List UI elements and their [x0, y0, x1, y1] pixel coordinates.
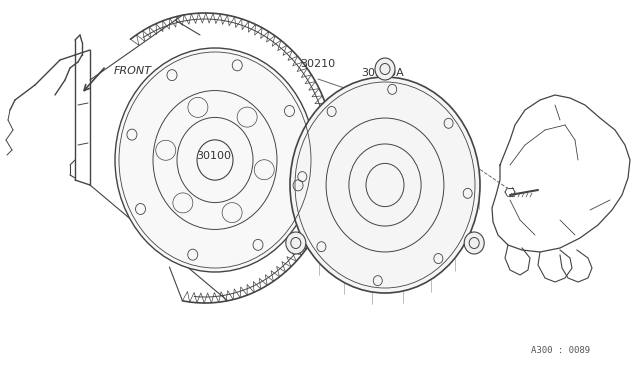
Text: 30210: 30210 — [300, 59, 335, 69]
Text: 30100: 30100 — [196, 151, 232, 161]
Ellipse shape — [464, 232, 484, 254]
Ellipse shape — [115, 48, 315, 272]
Ellipse shape — [286, 232, 306, 254]
Text: A300 : 0089: A300 : 0089 — [531, 346, 590, 355]
Text: FRONT: FRONT — [114, 66, 152, 76]
Ellipse shape — [290, 77, 480, 293]
Ellipse shape — [375, 58, 395, 80]
Text: 30210A: 30210A — [361, 68, 404, 78]
